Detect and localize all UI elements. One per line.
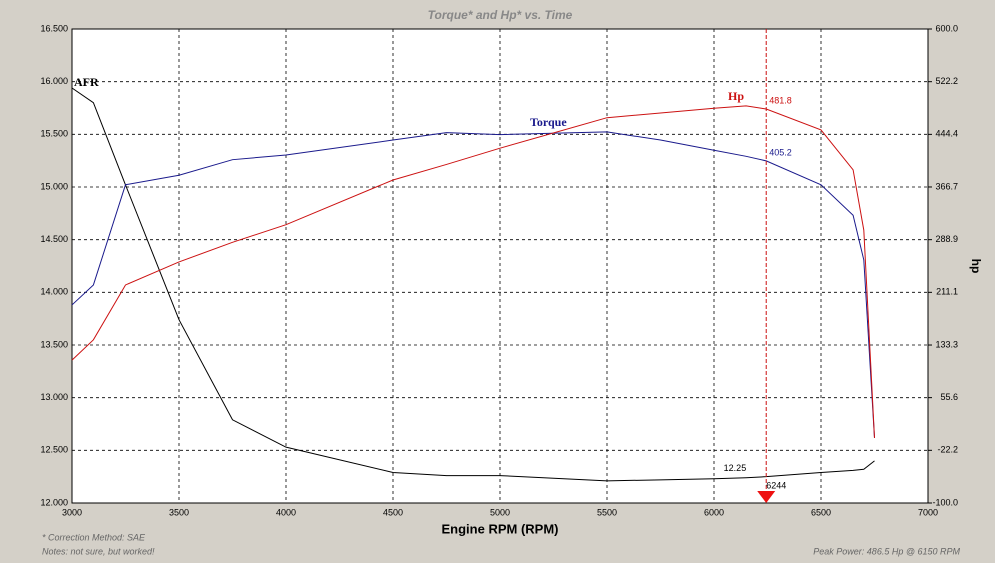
y-tick-label: 12.000 xyxy=(40,497,68,507)
y-tick-label: 15.500 xyxy=(40,129,68,139)
series-label: Torque xyxy=(530,115,567,129)
y2-axis-title: hp xyxy=(969,259,983,274)
y2-tick-label: 288.9 xyxy=(935,234,958,244)
chart-title: Torque* and Hp* vs. Time xyxy=(428,8,573,22)
series-line xyxy=(71,105,875,439)
x-tick-label: 6000 xyxy=(704,507,724,517)
series-label: Hp xyxy=(728,89,744,103)
x-tick-label: 3000 xyxy=(62,507,82,517)
y-tick-label: 14.500 xyxy=(40,234,68,244)
x-tick-label: 4500 xyxy=(383,507,403,517)
y-tick-label: 14.000 xyxy=(40,287,68,297)
y-tick-label: 13.500 xyxy=(40,339,68,349)
y2-tick-label: -22.2 xyxy=(937,445,958,455)
x-tick-label: 4000 xyxy=(276,507,296,517)
y2-tick-label: 133.3 xyxy=(935,339,958,349)
y2-tick-label: 211.1 xyxy=(936,287,958,297)
y-tick-label: 12.500 xyxy=(40,445,68,455)
y2-tick-label: 600.0 xyxy=(935,23,958,33)
cursor-marker xyxy=(757,491,776,503)
y-tick-label: 16.000 xyxy=(40,76,68,86)
y2-tick-label: 366.7 xyxy=(935,181,958,191)
cursor-x-label: 6244 xyxy=(766,480,786,490)
y-tick-label: 15.000 xyxy=(40,181,68,191)
y2-tick-label: -100.0 xyxy=(932,497,958,507)
note: Notes: not sure, but worked! xyxy=(42,546,155,556)
x-tick-label: 6500 xyxy=(811,507,831,517)
y2-tick-label: 522.2 xyxy=(935,76,958,86)
series-label: AFR xyxy=(74,75,99,89)
x-tick-label: 3500 xyxy=(169,507,189,517)
x-tick-label: 5500 xyxy=(597,507,617,517)
footer: Peak Power: 486.5 Hp @ 6150 RPM xyxy=(813,546,960,556)
y2-tick-label: 55.6 xyxy=(940,392,958,402)
x-tick-label: 7000 xyxy=(918,507,938,517)
cursor-value: 12.25 xyxy=(724,463,747,473)
cursor-value: 405.2 xyxy=(769,147,792,157)
y-tick-label: 16.500 xyxy=(40,23,68,33)
x-tick-label: 5000 xyxy=(490,507,510,517)
series-line xyxy=(71,87,875,482)
note: * Correction Method: SAE xyxy=(42,532,146,542)
y2-tick-label: 444.4 xyxy=(935,129,958,139)
y-tick-label: 13.000 xyxy=(40,392,68,402)
x-axis-title: Engine RPM (RPM) xyxy=(442,521,559,536)
cursor-value: 481.8 xyxy=(769,95,792,105)
